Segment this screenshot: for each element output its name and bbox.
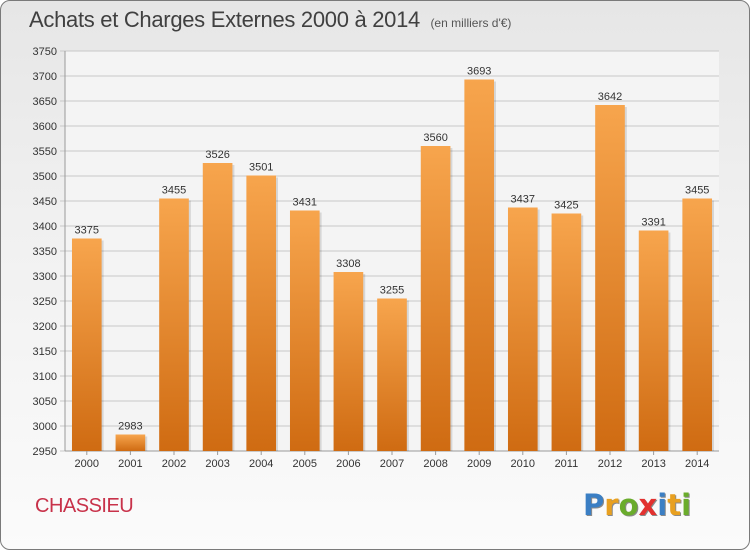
x-tick-label: 2013 [641, 458, 665, 470]
data-label: 3526 [205, 149, 229, 161]
logo-letter: t [667, 488, 682, 522]
x-tick-label: 2000 [75, 458, 99, 470]
data-label: 3560 [423, 132, 447, 144]
data-label: 3375 [75, 225, 99, 237]
data-label: 3693 [467, 66, 491, 78]
y-tick-label: 3150 [33, 346, 57, 358]
y-tick-label: 3700 [33, 71, 57, 83]
bar [289, 210, 320, 451]
location-label: CHASSIEU [35, 495, 134, 517]
data-label: 3425 [554, 200, 578, 212]
bar [246, 175, 277, 451]
y-tick-label: 3100 [33, 371, 57, 383]
bar [420, 146, 451, 451]
bar [595, 105, 625, 451]
data-label: 3431 [293, 197, 317, 209]
x-tick-label: 2002 [162, 458, 186, 470]
logo-letter: i [657, 488, 668, 522]
logo-letter: i [681, 488, 692, 522]
y-tick-label: 3050 [33, 396, 57, 408]
bar [333, 272, 364, 451]
x-tick-label: 2012 [598, 458, 622, 470]
y-tick-label: 3000 [33, 421, 57, 433]
logo-letter: r [604, 488, 619, 522]
y-tick-label: 3350 [33, 246, 57, 258]
logo-letter: P [583, 488, 605, 522]
data-label: 3642 [598, 91, 622, 103]
chart-title: Achats et Charges Externes 2000 à 2014 [29, 7, 420, 32]
y-tick-label: 3400 [33, 221, 57, 233]
x-tick-label: 2014 [685, 458, 709, 470]
bar [159, 198, 189, 451]
x-tick-label: 2011 [555, 458, 579, 470]
logo-letter: x [638, 488, 658, 522]
y-tick-label: 3750 [33, 46, 57, 58]
bar [202, 163, 233, 451]
y-tick-label: 3300 [33, 271, 57, 283]
y-tick-label: 3550 [33, 146, 57, 158]
y-tick-label: 3500 [33, 171, 57, 183]
data-label: 3455 [162, 185, 186, 197]
x-tick-label: 2010 [511, 458, 535, 470]
y-tick-label: 2950 [33, 446, 57, 458]
y-tick-label: 3200 [33, 321, 57, 333]
data-label: 3437 [511, 194, 535, 206]
x-tick-label: 2003 [205, 458, 229, 470]
y-tick-label: 3450 [33, 196, 57, 208]
x-tick-label: 2006 [336, 458, 360, 470]
data-label: 3308 [336, 258, 360, 270]
y-tick-label: 3250 [33, 296, 57, 308]
x-tick-label: 2004 [249, 458, 273, 470]
data-label: 2983 [118, 421, 142, 433]
x-tick-label: 2009 [467, 458, 491, 470]
logo-letter: o [618, 488, 639, 522]
bar [464, 79, 495, 451]
x-tick-label: 2001 [118, 458, 142, 470]
data-label: 3255 [380, 285, 404, 297]
y-tick-label: 3600 [33, 121, 57, 133]
data-label: 3455 [685, 185, 709, 197]
bar [638, 230, 669, 451]
data-label: 3391 [641, 217, 665, 229]
bar [115, 434, 146, 451]
bar [507, 207, 538, 451]
bar [682, 198, 713, 451]
bar [377, 298, 407, 451]
proxiti-logo: Proxiti [583, 488, 691, 522]
title-row: Achats et Charges Externes 2000 à 2014 (… [29, 7, 511, 33]
y-tick-label: 3650 [33, 96, 57, 108]
x-tick-label: 2008 [423, 458, 447, 470]
bar [71, 238, 102, 451]
bar [551, 213, 582, 451]
data-label: 3501 [249, 162, 273, 174]
chart-subtitle: (en milliers d'€) [430, 16, 512, 30]
x-tick-label: 2005 [293, 458, 317, 470]
x-tick-label: 2007 [380, 458, 404, 470]
